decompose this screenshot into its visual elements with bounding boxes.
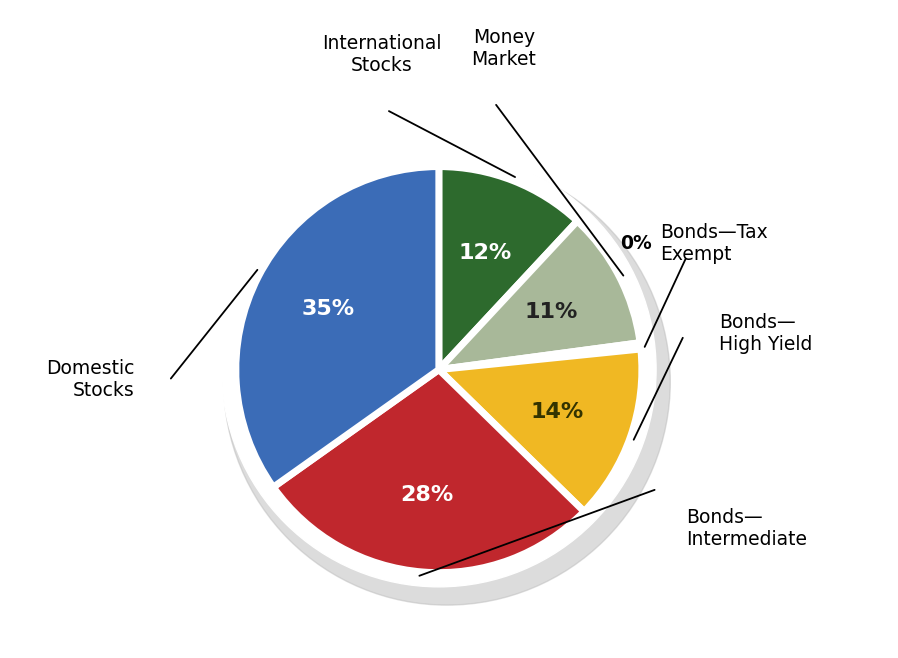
Circle shape xyxy=(224,159,670,605)
Text: 14%: 14% xyxy=(531,402,584,422)
Text: 35%: 35% xyxy=(302,299,355,319)
Text: 0%: 0% xyxy=(621,234,652,253)
Wedge shape xyxy=(439,166,577,370)
Wedge shape xyxy=(236,166,439,487)
Circle shape xyxy=(222,153,656,587)
Text: Money
Market: Money Market xyxy=(471,28,536,69)
Wedge shape xyxy=(273,370,584,572)
Text: Bonds—
Intermediate: Bonds— Intermediate xyxy=(687,508,807,549)
Wedge shape xyxy=(439,343,641,370)
Text: 12%: 12% xyxy=(459,243,512,263)
Text: 11%: 11% xyxy=(524,303,577,322)
Wedge shape xyxy=(439,349,642,511)
Wedge shape xyxy=(439,221,640,370)
Text: Bonds—
High Yield: Bonds— High Yield xyxy=(719,313,813,353)
Text: Domestic
Stocks: Domestic Stocks xyxy=(46,359,135,400)
Text: 28%: 28% xyxy=(401,485,453,505)
Text: International
Stocks: International Stocks xyxy=(322,34,442,75)
Text: Bonds—Tax
Exempt: Bonds—Tax Exempt xyxy=(660,223,768,265)
